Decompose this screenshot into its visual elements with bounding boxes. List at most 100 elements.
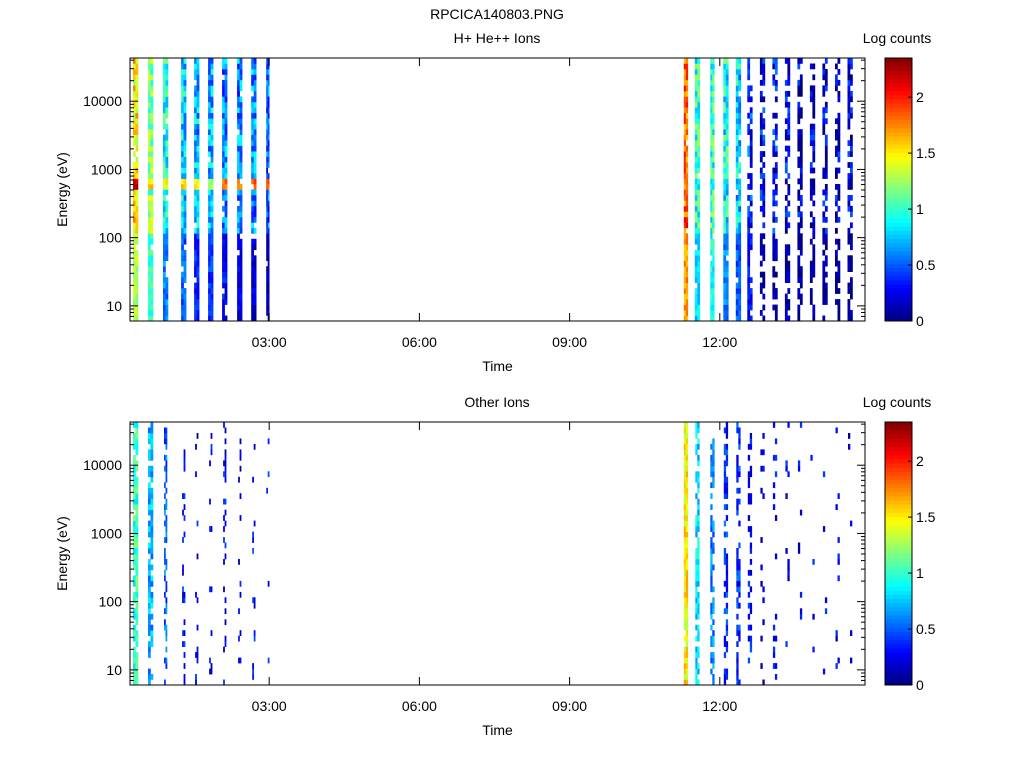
colorbar-tick-label: 0.5 xyxy=(916,621,936,637)
spectrogram-cell xyxy=(183,112,187,119)
spectrogram-cell xyxy=(165,255,169,262)
spectrogram-cell xyxy=(237,123,240,130)
spectrogram-cell xyxy=(799,266,803,272)
spectrogram-cell xyxy=(238,657,240,664)
spectrogram-cell xyxy=(224,151,228,157)
spectrogram-cell xyxy=(847,260,851,267)
spectrogram-cell xyxy=(762,211,766,218)
spectrogram-cell xyxy=(725,515,729,521)
spectrogram-cell xyxy=(812,266,816,272)
spectrogram-cell xyxy=(163,140,166,146)
spectrogram-cell xyxy=(683,200,687,207)
spectrogram-cell xyxy=(683,476,687,483)
spectrogram-cell xyxy=(148,646,151,653)
spectrogram-cell xyxy=(723,211,727,218)
spectrogram-cell xyxy=(712,271,715,278)
spectrogram-cell xyxy=(697,69,701,75)
spectrogram-cell xyxy=(723,608,727,615)
x-tick-label: 12:00 xyxy=(702,334,737,350)
spectrogram-cell xyxy=(735,282,739,289)
spectrogram-cell xyxy=(784,145,788,152)
spectrogram-cell xyxy=(736,569,739,576)
spectrogram-cell xyxy=(133,216,136,223)
spectrogram-cell xyxy=(762,597,765,604)
spectrogram-cell xyxy=(237,151,240,157)
spectrogram-cell xyxy=(182,537,184,543)
spectrogram-cell xyxy=(736,427,739,434)
spectrogram-cell xyxy=(762,449,765,456)
spectrogram-cell xyxy=(762,63,766,70)
spectrogram-cell xyxy=(224,107,228,114)
spectrogram-cell xyxy=(183,156,187,163)
spectrogram-cell xyxy=(683,58,687,64)
spectrogram-cell xyxy=(847,140,851,146)
spectrogram-cell xyxy=(797,134,801,141)
spectrogram-cell xyxy=(133,652,136,658)
spectrogram-cell xyxy=(181,255,184,262)
spectrogram-cell xyxy=(239,449,242,456)
spectrogram-cell xyxy=(150,476,154,483)
spectrogram-cell xyxy=(196,520,199,527)
spectrogram-cell xyxy=(208,167,211,174)
spectrogram-cell xyxy=(208,277,211,283)
spectrogram-cell xyxy=(150,493,154,499)
colorbar-swatch xyxy=(885,214,912,219)
spectrogram-cell xyxy=(725,151,729,157)
spectrogram-cell xyxy=(762,140,766,146)
spectrogram-cell xyxy=(749,200,753,207)
spectrogram-cell xyxy=(183,493,186,499)
spectrogram-cell xyxy=(683,288,687,294)
spectrogram-cell xyxy=(224,635,227,642)
spectrogram-cell xyxy=(194,162,197,168)
spectrogram-cell xyxy=(135,173,139,179)
spectrogram-cell xyxy=(683,233,687,240)
spectrogram-cell xyxy=(809,260,813,267)
spectrogram-cell xyxy=(135,227,139,234)
spectrogram-cell xyxy=(196,299,200,305)
colorbar-swatch xyxy=(885,680,912,686)
spectrogram-cell xyxy=(736,668,739,675)
colorbar-swatch xyxy=(885,222,912,227)
spectrogram-cell xyxy=(183,465,186,472)
spectrogram-cell xyxy=(712,118,715,125)
spectrogram-cell xyxy=(148,597,151,604)
spectrogram-cell xyxy=(710,189,713,196)
spectrogram-cell xyxy=(749,493,753,499)
spectrogram-cell xyxy=(266,140,268,146)
spectrogram-cell xyxy=(239,227,243,234)
spectrogram-cell xyxy=(799,107,803,114)
spectrogram-cell xyxy=(164,427,166,434)
spectrogram-cell xyxy=(772,195,776,201)
spectrogram-cell xyxy=(822,211,826,218)
spectrogram-cell xyxy=(835,288,838,294)
spectrogram-cell xyxy=(710,553,713,560)
spectrogram-cell xyxy=(725,216,729,223)
spectrogram-cell xyxy=(710,112,713,119)
spectrogram-cell xyxy=(252,537,254,543)
spectrogram-cell xyxy=(697,145,701,152)
spectrogram-cell xyxy=(183,211,187,218)
spectrogram-cell xyxy=(267,299,270,305)
spectrogram-cell xyxy=(784,304,788,311)
spectrogram-cell xyxy=(266,129,268,135)
spectrogram-cell xyxy=(847,151,851,157)
spectrogram-cell xyxy=(208,79,211,86)
spectrogram-cell xyxy=(762,277,766,283)
spectrogram-cell xyxy=(747,173,751,179)
spectrogram-cell xyxy=(787,107,791,114)
spectrogram-cell xyxy=(824,233,828,240)
colorbar-swatch xyxy=(885,300,912,305)
spectrogram-cell xyxy=(135,156,139,163)
spectrogram-cell xyxy=(266,200,268,207)
spectrogram-cell xyxy=(183,145,187,152)
spectrogram-cell xyxy=(183,96,187,103)
spectrogram-cell xyxy=(181,189,184,196)
spectrogram-cell xyxy=(784,134,788,141)
spectrogram-cell xyxy=(209,668,211,675)
spectrogram-cell xyxy=(164,520,166,527)
spectrogram-cell xyxy=(196,129,200,135)
spectrogram-cell xyxy=(208,140,211,146)
spectrogram-cell xyxy=(253,277,257,283)
spectrogram-cell xyxy=(135,238,139,245)
